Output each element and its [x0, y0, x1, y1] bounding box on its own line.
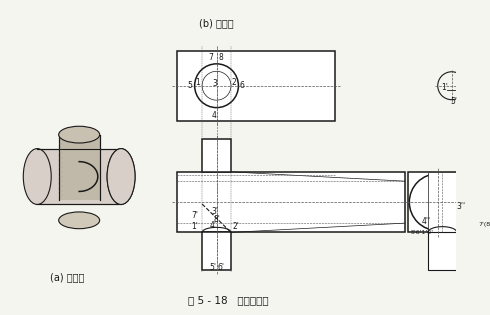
Text: 5': 5' [209, 263, 216, 272]
Text: 5'6'1'2': 5'6'1'2' [411, 230, 434, 235]
Polygon shape [37, 149, 121, 204]
Text: 1': 1' [441, 83, 448, 92]
Ellipse shape [107, 149, 135, 204]
Text: 7: 7 [208, 53, 213, 62]
Text: 2': 2' [233, 221, 240, 231]
Bar [428, 232, 457, 270]
Text: 1: 1 [196, 77, 200, 87]
Text: 3: 3 [212, 79, 217, 89]
Bar [177, 51, 335, 121]
Text: 7': 7' [192, 211, 198, 220]
Text: (b) 投影图: (b) 投影图 [199, 18, 234, 28]
Text: 7'(8'): 7'(8') [479, 222, 490, 227]
Text: (a) 直观图: (a) 直观图 [50, 272, 84, 283]
Text: 3'': 3'' [456, 202, 465, 211]
Text: 6: 6 [239, 81, 244, 90]
Ellipse shape [24, 149, 51, 204]
Text: 8': 8' [213, 215, 220, 224]
Ellipse shape [107, 149, 135, 204]
Text: 5: 5 [187, 81, 192, 90]
Bar [202, 232, 231, 270]
Bar [428, 172, 457, 232]
Bar [202, 139, 231, 172]
Text: 8: 8 [219, 53, 223, 62]
Text: 3': 3' [211, 207, 218, 216]
Text: 4: 4 [211, 111, 216, 120]
Text: 5': 5' [450, 97, 457, 106]
Ellipse shape [59, 126, 99, 143]
Text: 4'': 4'' [422, 217, 431, 226]
Text: 6': 6' [218, 263, 225, 272]
Text: 图 5 - 18   两圆柱偏交: 图 5 - 18 两圆柱偏交 [188, 295, 269, 305]
Bar [177, 172, 405, 232]
Polygon shape [59, 135, 99, 200]
Ellipse shape [59, 212, 99, 229]
Text: 2: 2 [232, 77, 237, 87]
Bar [408, 172, 478, 232]
Text: 1': 1' [192, 221, 198, 231]
Text: 4': 4' [209, 220, 216, 230]
